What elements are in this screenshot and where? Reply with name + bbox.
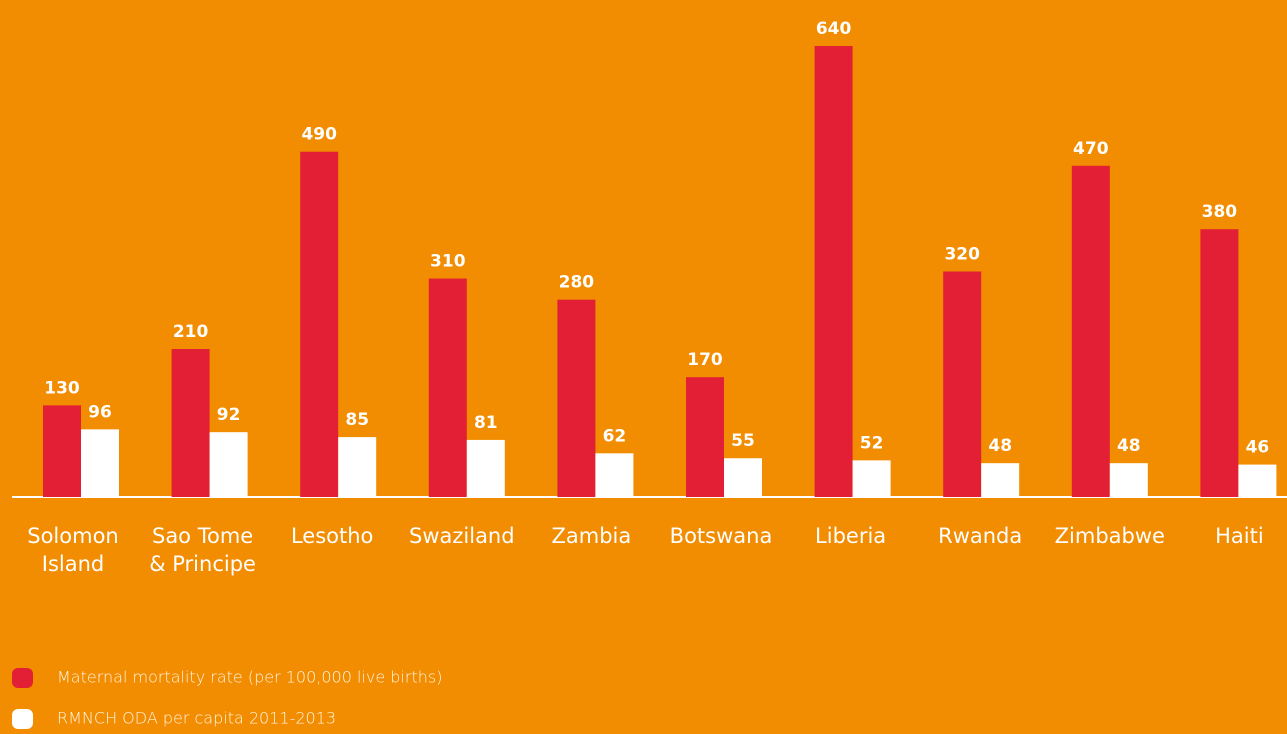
- x-tick-label: Haiti: [1215, 524, 1264, 548]
- value-label: 96: [88, 402, 112, 422]
- legend-swatch: [12, 668, 33, 688]
- value-label: 310: [430, 252, 466, 272]
- x-tick-label: Zambia: [551, 524, 632, 548]
- bar: [852, 460, 891, 497]
- value-label: 490: [301, 125, 337, 145]
- value-label: 640: [816, 19, 852, 39]
- bar: [81, 429, 119, 497]
- bar: [466, 439, 505, 497]
- value-label: 130: [44, 378, 80, 398]
- x-tick-label: Lesotho: [290, 524, 374, 548]
- x-tick-label: Swaziland: [409, 524, 515, 548]
- bar: [814, 46, 853, 497]
- bar: [557, 299, 596, 497]
- bar: [1238, 464, 1277, 497]
- bar: [595, 453, 634, 497]
- x-tick-label: Solomon Island: [27, 524, 119, 576]
- value-label: 280: [559, 273, 595, 293]
- value-label: 92: [217, 405, 241, 425]
- bar: [724, 458, 762, 497]
- bar: [171, 349, 210, 497]
- x-tick-label: Liberia: [815, 524, 887, 548]
- value-label: 52: [860, 433, 884, 453]
- bar: [1071, 165, 1110, 497]
- value-label: 48: [988, 436, 1012, 456]
- value-label: 55: [731, 431, 755, 451]
- bar: [686, 377, 724, 497]
- value-label: 48: [1117, 436, 1141, 456]
- legend-label: RMNCH ODA per capita 2011-2013: [57, 709, 336, 728]
- bar: [428, 278, 467, 497]
- bar: [43, 405, 81, 497]
- x-tick-label: Sao Tome & Principe: [149, 524, 256, 576]
- value-label: 470: [1073, 139, 1109, 159]
- bar: [1109, 463, 1148, 497]
- bar: [981, 463, 1020, 497]
- value-label: 210: [173, 322, 209, 342]
- bar: [300, 151, 339, 497]
- value-label: 46: [1246, 438, 1270, 458]
- value-label: 62: [603, 426, 627, 446]
- bar: [338, 437, 377, 497]
- x-tick-label: Botswana: [669, 524, 773, 548]
- value-label: 170: [687, 350, 723, 370]
- bar: [209, 432, 248, 497]
- x-tick-label: Zimbabwe: [1054, 524, 1165, 548]
- value-label: 320: [944, 245, 980, 265]
- bar: [1200, 229, 1239, 497]
- value-label: 380: [1202, 202, 1238, 222]
- x-tick-label: Rwanda: [938, 524, 1023, 548]
- legend-swatch: [12, 709, 33, 729]
- value-label: 81: [474, 413, 498, 433]
- bar: [943, 271, 982, 497]
- value-label: 85: [345, 410, 369, 430]
- legend-label: Maternal mortality rate (per 100,000 liv…: [57, 668, 442, 687]
